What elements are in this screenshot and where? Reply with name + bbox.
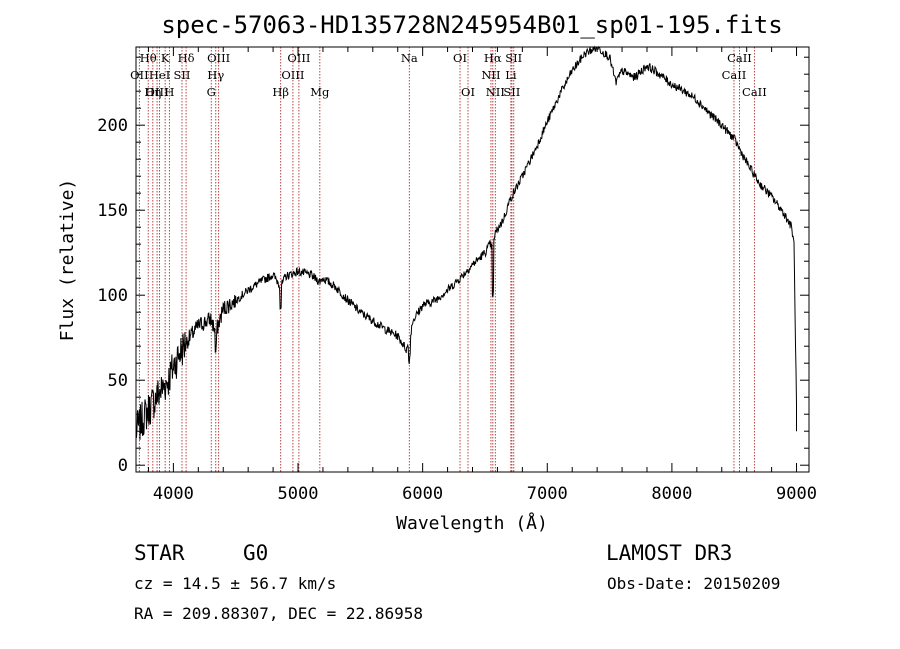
x-tick-label: 7000 [527, 484, 568, 504]
spectral-line-label: K [161, 51, 170, 65]
spectral-line-label: NII [481, 68, 500, 82]
spectral-line-label: CaII [722, 68, 747, 82]
coordinates-text: RA = 209.88307, DEC = 22.86958 [134, 604, 423, 623]
spectral-line-label: Hδ [178, 51, 195, 65]
spectral-line-label: OIII [146, 85, 169, 99]
spectrum-line [135, 45, 797, 440]
object-subclass: G0 [243, 541, 268, 565]
spectral-line-label: H [164, 85, 174, 99]
redshift-text: cz = 14.5 ± 56.7 km/s [134, 574, 336, 593]
spectral-line-label: OIII [281, 68, 304, 82]
chart-title: spec-57063-HD135728N245954B01_sp01-195.f… [161, 11, 782, 39]
spectral-line-label: Li [505, 68, 517, 82]
y-tick-label: 50 [108, 371, 128, 391]
x-tick-label: 5000 [278, 484, 319, 504]
x-axis-label: Wavelength (Å) [396, 512, 548, 534]
spectral-line-label: Mg [310, 85, 330, 99]
x-axis-ticks: 4000 5000 6000 7000 8000 9000 [147, 47, 817, 504]
x-tick-label: 4000 [153, 484, 194, 504]
x-tick-label: 6000 [402, 484, 443, 504]
spectral-line-label: CaII [727, 51, 752, 65]
y-tick-label: 0 [118, 456, 128, 476]
spectral-line-label: Na [401, 51, 418, 65]
spectral-line-label: Hβ [272, 85, 289, 99]
spectral-line-label: Hθ [140, 51, 157, 65]
spectral-line-label: OI [453, 51, 467, 65]
spectral-line-label: Hη [144, 85, 161, 99]
x-tick-label: 8000 [651, 484, 692, 504]
spectral-line-label: SII [503, 85, 520, 99]
spectral-line-label: Hγ [207, 68, 224, 82]
spectral-line-label: G [207, 85, 216, 99]
spectral-line-label: CaII [742, 85, 767, 99]
spectral-line-label: SII [505, 51, 522, 65]
spectral-line-label: Hα [484, 51, 502, 65]
spectral-line-label: NII [486, 85, 505, 99]
spectral-line-label: OIII [287, 51, 310, 65]
obs-date: Obs-Date: 20150209 [607, 574, 780, 593]
spectral-line-markers [138, 47, 755, 472]
y-tick-label: 100 [97, 286, 128, 306]
spectral-line-label: OI [461, 85, 475, 99]
spectral-line-label: SII [174, 68, 191, 82]
y-axis-ticks: 0 50 100 150 200 [97, 56, 809, 476]
y-axis-label: Flux (relative) [57, 179, 78, 342]
y-tick-label: 150 [97, 201, 128, 221]
y-tick-label: 200 [97, 116, 128, 136]
spectral-line-label: OIII [207, 51, 230, 65]
object-class: STAR [134, 541, 185, 565]
x-tick-label: 9000 [776, 484, 817, 504]
spectral-line-label: OII [130, 68, 149, 82]
spectral-line-label: HeI [149, 68, 170, 82]
survey-name: LAMOST DR3 [606, 541, 732, 565]
